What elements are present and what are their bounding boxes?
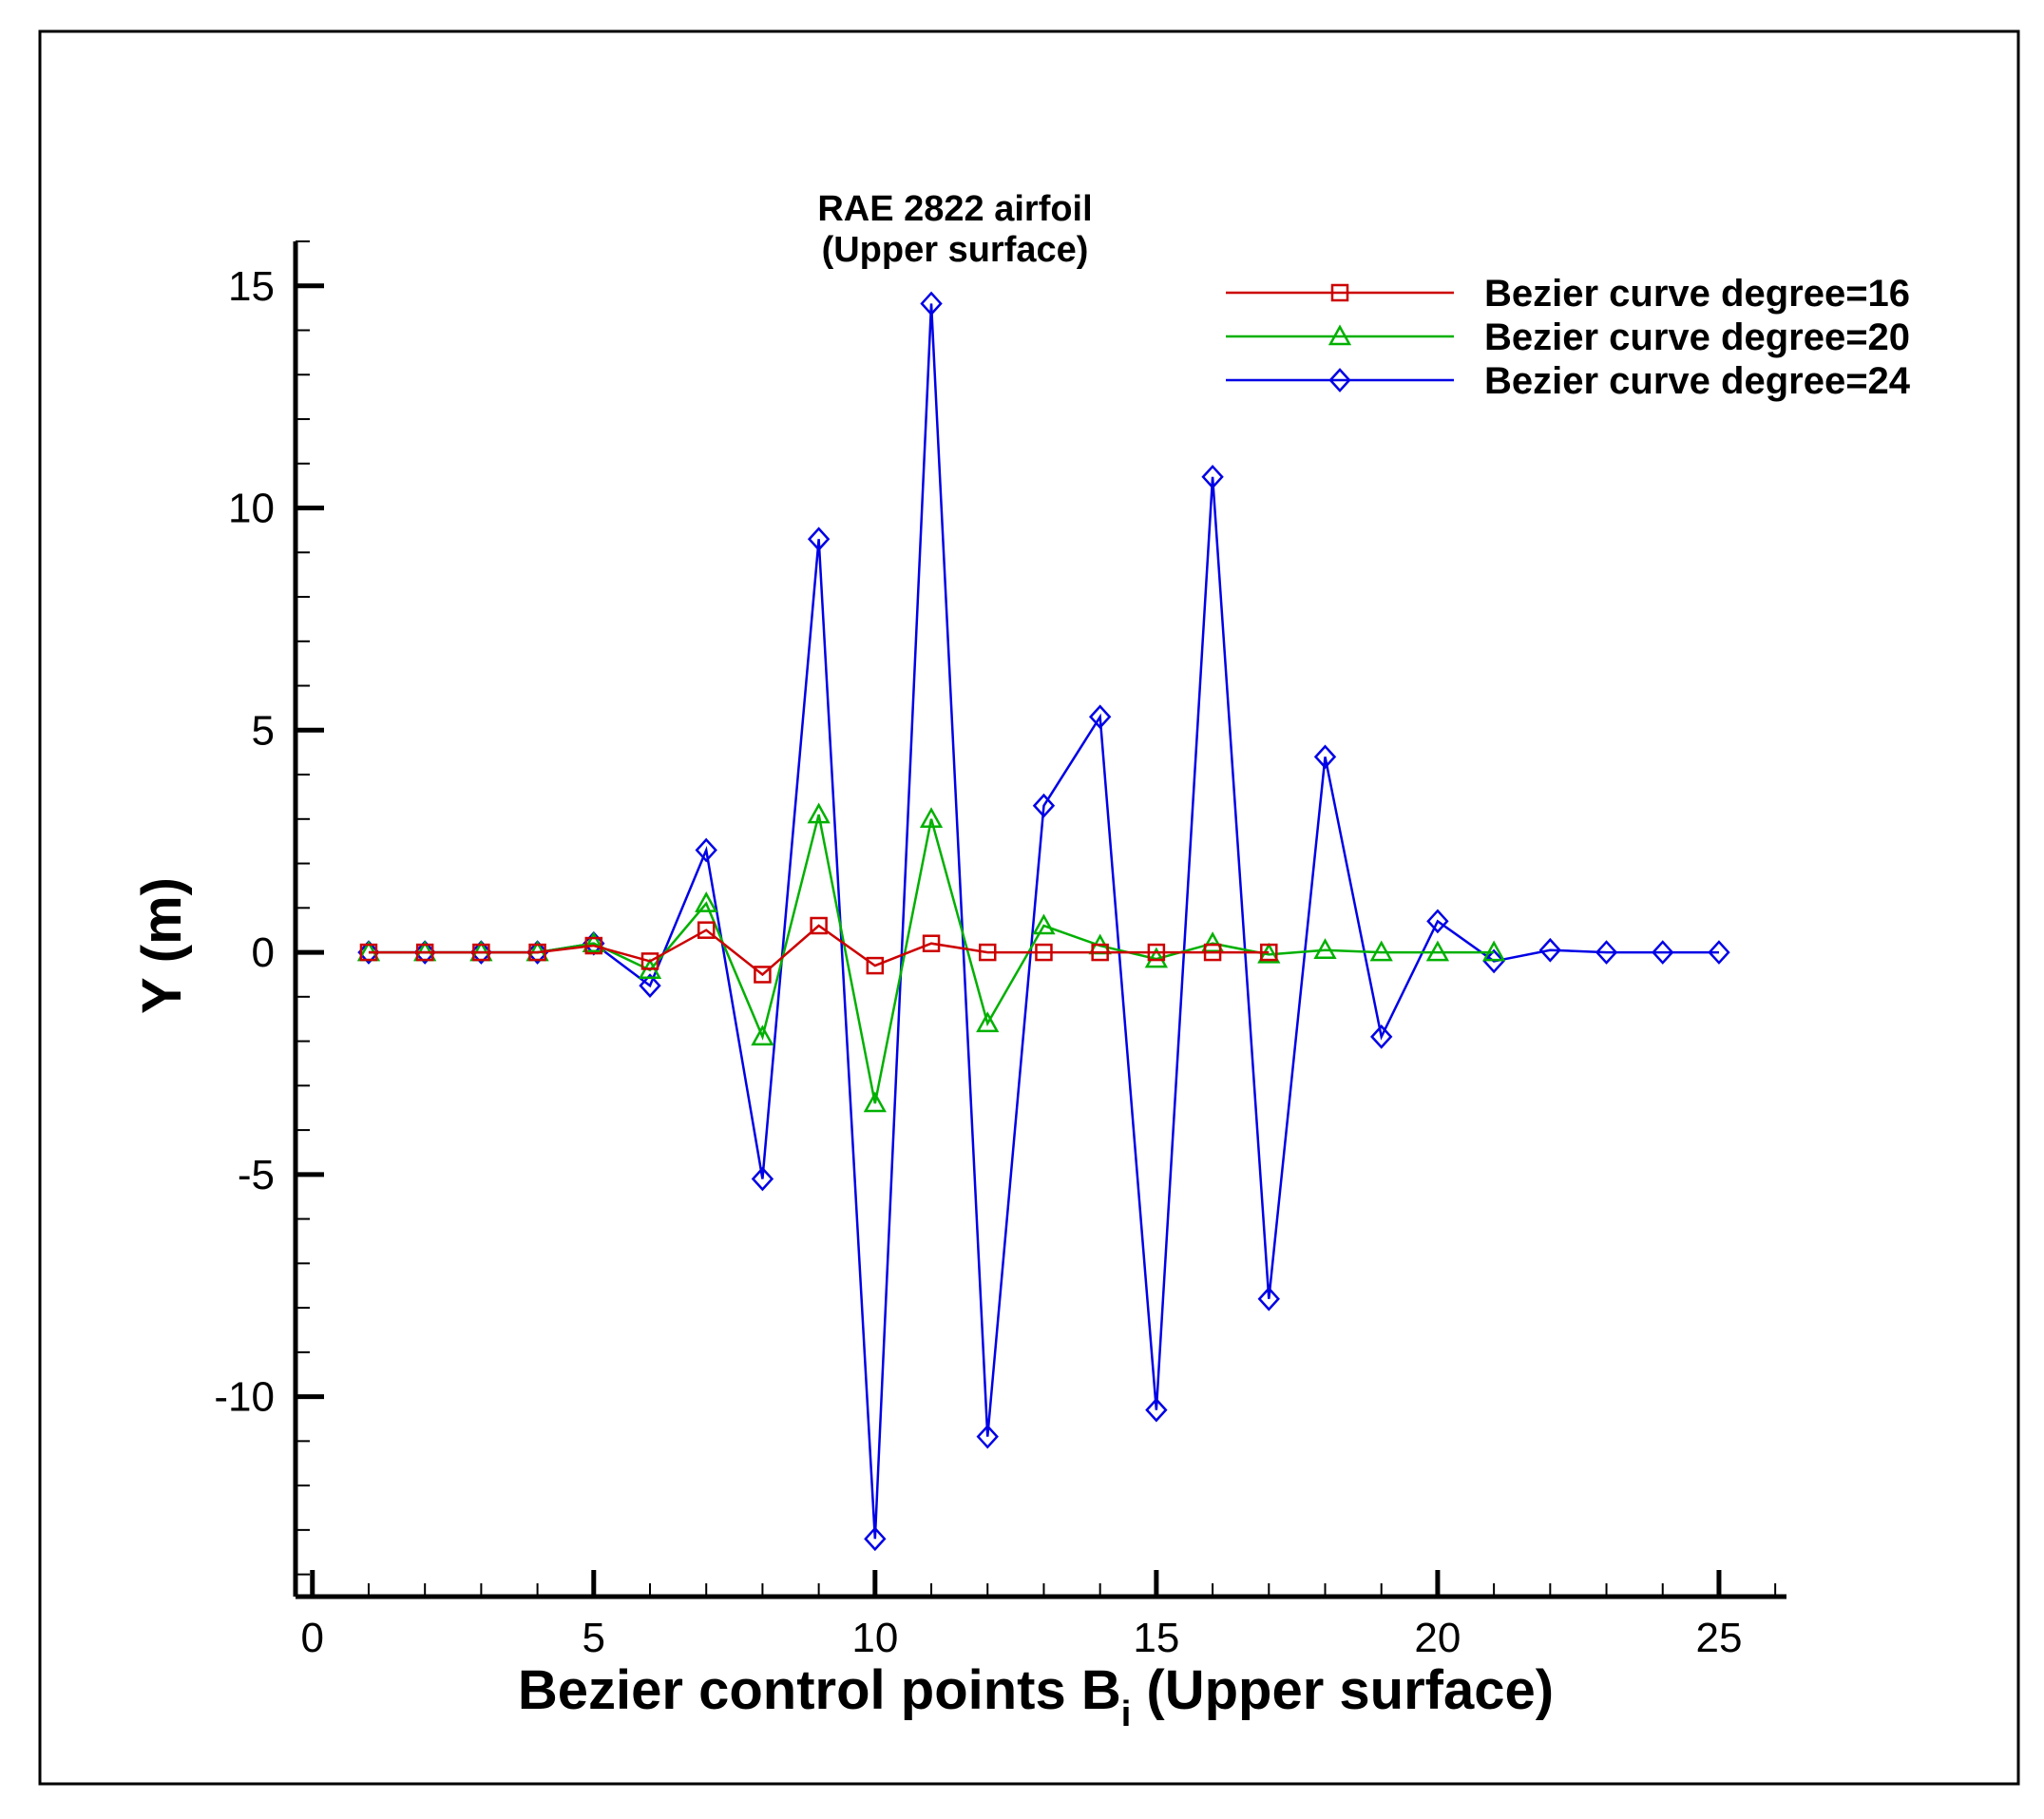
legend-marker — [1328, 368, 1351, 393]
data-point — [1257, 942, 1281, 964]
data-point — [976, 1424, 999, 1449]
series-3 — [357, 291, 1730, 1552]
legend-marker — [1328, 324, 1352, 346]
data-point — [1370, 1024, 1393, 1049]
data-point — [1200, 931, 1225, 952]
data-point — [1257, 1286, 1280, 1312]
data-point — [1482, 948, 1505, 974]
series-1 — [359, 916, 1278, 984]
data-point — [807, 802, 831, 824]
data-point — [807, 527, 831, 552]
y-tick-label: 15 — [228, 263, 275, 310]
data-point — [1426, 909, 1449, 934]
data-point — [1091, 943, 1109, 962]
data-point — [1369, 940, 1393, 962]
data-point — [920, 291, 943, 316]
data-point — [1425, 940, 1450, 962]
data-point — [976, 1011, 1000, 1033]
data-point — [695, 891, 718, 912]
data-point — [922, 934, 941, 952]
data-point — [979, 943, 997, 962]
data-point — [1032, 913, 1056, 935]
data-point — [525, 940, 549, 965]
data-point — [415, 943, 434, 962]
x-axis-title: Bezier control points Bi (Upper surface) — [518, 1659, 1554, 1734]
x-tick-label: 15 — [1133, 1615, 1179, 1661]
data-point — [1595, 940, 1618, 965]
chart-subtitle: (Upper surface) — [822, 230, 1089, 270]
data-point — [1260, 943, 1278, 962]
y-tick-label: 5 — [252, 707, 275, 754]
y-axis-title: Y (m) — [131, 877, 193, 1014]
data-point — [864, 1526, 887, 1552]
chart-title: RAE 2822 airfoil — [817, 189, 1092, 229]
data-point — [1201, 464, 1224, 489]
data-point — [359, 943, 378, 962]
x-axis-title-suffix: (Upper surface) — [1131, 1659, 1554, 1721]
data-point — [863, 1091, 887, 1113]
data-point — [751, 1024, 774, 1046]
x-tick-label: 5 — [583, 1615, 605, 1661]
data-point — [1035, 943, 1053, 962]
x-tick-label: 10 — [851, 1615, 898, 1661]
x-tick-label: 25 — [1695, 1615, 1742, 1661]
data-point — [639, 973, 661, 998]
y-tick-label: -5 — [238, 1152, 275, 1198]
data-point — [1481, 940, 1506, 962]
legend-label: Bezier curve degree=20 — [1484, 316, 1910, 358]
data-point — [754, 966, 772, 984]
x-axis-title-subscript: i — [1121, 1695, 1132, 1734]
legend-label: Bezier curve degree=24 — [1484, 360, 1911, 402]
outer-frame — [38, 29, 2020, 1786]
data-point — [1538, 937, 1562, 963]
x-axis-title-main: Bezier control points B — [518, 1659, 1121, 1721]
legend-marker — [1330, 283, 1349, 302]
data-point — [640, 952, 659, 970]
data-point — [1203, 943, 1222, 962]
data-point — [472, 943, 490, 962]
x-tick-label: 20 — [1414, 1615, 1461, 1661]
x-axis-ticks: 0 5 10 15 20 25 — [301, 1570, 1777, 1661]
y-tick-label: -10 — [214, 1374, 275, 1421]
data-point — [919, 807, 944, 829]
data-point — [1652, 940, 1674, 965]
data-point — [584, 936, 603, 955]
y-tick-label: 10 — [228, 486, 275, 532]
y-axis-ticks: -10 -5 0 5 10 15 — [214, 240, 324, 1576]
data-point — [1088, 704, 1112, 730]
data-point — [1145, 1397, 1168, 1423]
data-point — [1147, 943, 1166, 962]
data-point — [1144, 947, 1168, 968]
data-point — [810, 916, 828, 935]
data-point — [469, 940, 493, 965]
data-point — [866, 956, 885, 975]
data-point — [697, 921, 716, 939]
series-line — [368, 303, 1719, 1540]
y-tick-label: 0 — [252, 929, 275, 976]
series-layer — [356, 291, 1730, 1552]
data-point — [1313, 744, 1337, 770]
legend-label: Bezier curve degree=16 — [1484, 273, 1910, 315]
data-point — [528, 943, 546, 962]
series-line — [368, 924, 1270, 977]
data-point — [695, 837, 717, 863]
data-point — [357, 940, 380, 965]
data-point — [1313, 938, 1337, 959]
axes — [293, 241, 1786, 1599]
data-point — [1032, 793, 1056, 818]
data-point — [413, 940, 436, 965]
data-point — [1708, 940, 1730, 965]
data-point — [582, 931, 605, 952]
x-tick-label: 0 — [301, 1615, 324, 1661]
data-point — [751, 1166, 774, 1192]
